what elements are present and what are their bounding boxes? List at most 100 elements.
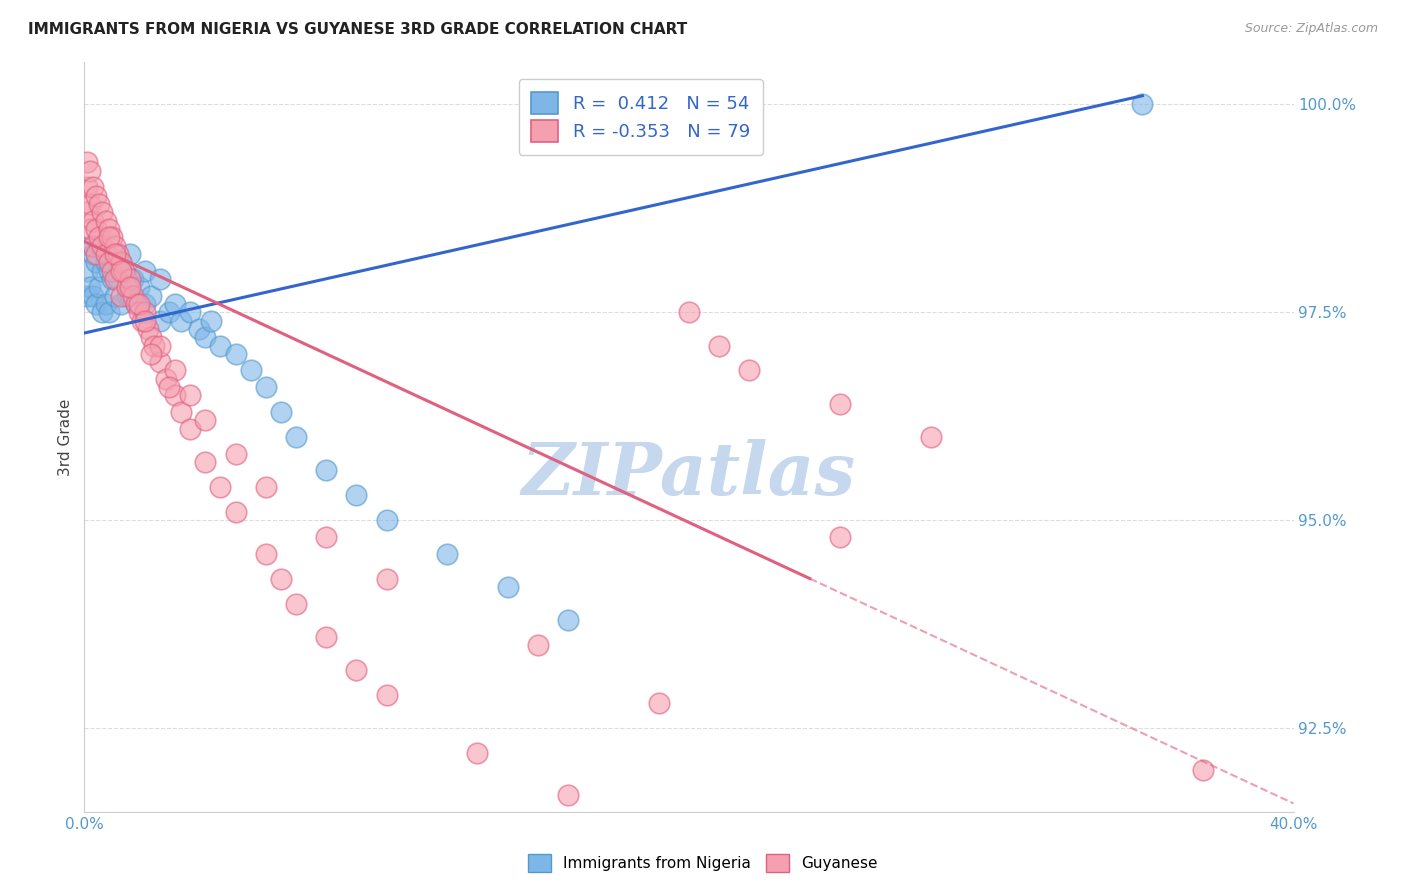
Point (315, 630, 337, 644)
Point (155, 372, 177, 386)
Point (157, 380, 180, 394)
Point (79, 222, 101, 236)
Point (225, 505, 247, 519)
Point (165, 363, 187, 377)
Point (128, 297, 150, 311)
Point (830, 530, 852, 544)
Point (209, 480, 232, 494)
Point (89, 230, 111, 244)
Point (142, 338, 165, 352)
Point (97, 222, 120, 236)
Point (209, 338, 232, 352)
Point (709, 338, 731, 352)
Point (467, 747, 489, 761)
Point (557, 788, 579, 802)
Point (112, 263, 135, 277)
Point (91, 205, 114, 219)
Point (125, 297, 148, 311)
Point (112, 263, 135, 277)
Point (97, 230, 120, 244)
Point (91, 263, 114, 277)
Point (496, 580, 519, 594)
Point (118, 280, 141, 294)
Point (86, 188, 108, 202)
Point (149, 313, 172, 327)
Text: ZIPatlas: ZIPatlas (522, 439, 856, 510)
Text: IMMIGRANTS FROM NIGERIA VS GUYANESE 3RD GRADE CORRELATION CHART: IMMIGRANTS FROM NIGERIA VS GUYANESE 3RD … (28, 22, 688, 37)
Point (118, 247, 141, 261)
Point (436, 547, 458, 561)
Point (738, 363, 761, 377)
Point (149, 355, 172, 369)
Point (110, 263, 132, 277)
Point (165, 297, 187, 311)
Point (134, 297, 156, 311)
Point (200, 313, 222, 327)
Point (104, 272, 127, 286)
Point (94, 247, 117, 261)
Point (139, 288, 162, 302)
Point (118, 288, 141, 302)
Point (100, 272, 122, 286)
Point (285, 597, 308, 611)
Point (82, 180, 104, 194)
Point (134, 313, 156, 327)
Point (89, 280, 111, 294)
Point (1192, 763, 1215, 777)
Point (115, 288, 138, 302)
Point (225, 347, 247, 361)
Point (89, 238, 111, 252)
Point (557, 613, 579, 627)
Point (136, 322, 159, 336)
Point (678, 305, 700, 319)
Point (270, 572, 292, 586)
Point (139, 330, 162, 344)
Point (79, 238, 101, 252)
Point (139, 347, 162, 361)
Point (315, 463, 337, 477)
Point (118, 272, 141, 286)
Point (134, 263, 156, 277)
Legend: R =  0.412   N = 54, R = -0.353   N = 79: R = 0.412 N = 54, R = -0.353 N = 79 (519, 79, 762, 154)
Point (920, 430, 942, 444)
Point (375, 513, 398, 527)
Point (149, 272, 172, 286)
Point (100, 263, 122, 277)
Point (97, 263, 120, 277)
Point (128, 280, 150, 294)
Point (375, 572, 398, 586)
Point (179, 388, 201, 402)
Point (94, 297, 117, 311)
Point (79, 163, 101, 178)
Point (179, 305, 201, 319)
Point (194, 413, 217, 427)
Point (254, 547, 277, 561)
Point (97, 255, 120, 269)
Point (1130, 97, 1153, 112)
Point (346, 663, 368, 677)
Point (225, 447, 247, 461)
Point (76, 205, 98, 219)
Point (315, 530, 337, 544)
Point (170, 313, 193, 327)
Point (830, 397, 852, 411)
Point (91, 305, 114, 319)
Point (125, 297, 148, 311)
Point (270, 405, 292, 419)
Point (285, 430, 308, 444)
Point (527, 638, 550, 652)
Point (131, 313, 153, 327)
Point (79, 280, 101, 294)
Point (100, 230, 122, 244)
Point (128, 305, 150, 319)
Point (82, 238, 104, 252)
Text: Source: ZipAtlas.com: Source: ZipAtlas.com (1244, 22, 1378, 36)
Point (86, 255, 108, 269)
Point (239, 363, 262, 377)
Point (91, 238, 114, 252)
Point (86, 297, 108, 311)
Point (110, 255, 132, 269)
Point (94, 213, 117, 227)
Point (194, 330, 217, 344)
Point (170, 405, 193, 419)
